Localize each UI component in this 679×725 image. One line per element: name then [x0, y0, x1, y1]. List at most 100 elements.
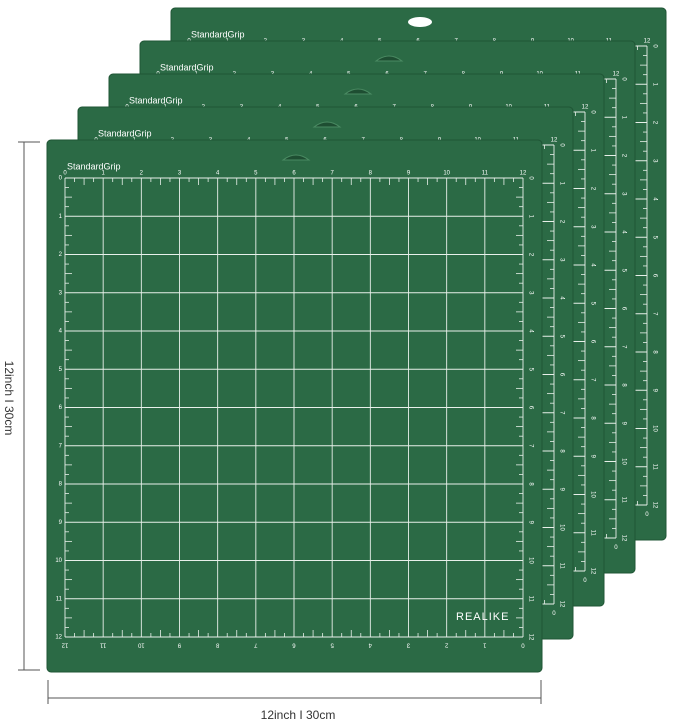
ruler-number-left: 10: [55, 558, 62, 564]
ruler-number-right: 4: [589, 263, 595, 267]
hanging-slot: [374, 55, 404, 62]
ruler-number-top: 12: [644, 39, 651, 45]
ruler-number-right: 2: [589, 187, 595, 191]
mat-label: StandardGrip: [98, 128, 152, 138]
ruler-number-top: 12: [613, 72, 620, 78]
ruler-number-top: 0: [63, 171, 67, 177]
ruler-number-right: 6: [651, 274, 657, 278]
ruler-number-right: 9: [620, 422, 626, 426]
hanging-slot: [281, 154, 311, 161]
width-label: 12inch I 30cm: [261, 708, 336, 722]
ruler-number-right: 11: [558, 563, 564, 570]
ruler-number-right: 12: [527, 634, 533, 641]
ruler-number-bottom: 1: [483, 641, 487, 647]
ruler-number-bottom: 8: [215, 641, 219, 647]
ruler-number-left: 3: [59, 290, 63, 296]
ruler-number-left: 2: [59, 252, 63, 258]
ruler-number-right: 0: [527, 176, 533, 180]
ruler-number-right: 5: [558, 335, 564, 339]
ruler-number-right: 1: [620, 116, 626, 120]
ruler-number-right: 10: [589, 491, 595, 498]
ruler-number-right: 11: [527, 596, 533, 603]
ruler-number-right: 10: [527, 557, 533, 564]
ruler-number-right: 12: [651, 502, 657, 509]
ruler-number-right: 4: [527, 329, 533, 333]
ruler-number-left: 12: [55, 635, 62, 641]
hanging-slot: [343, 88, 373, 95]
ruler-number-right: 7: [620, 345, 626, 349]
ruler-number-right: 8: [589, 416, 595, 420]
ruler-number-top: 8: [369, 171, 373, 177]
ruler-number-right: 5: [527, 368, 533, 372]
ruler-number-right: 11: [620, 497, 626, 504]
ruler-number-right: 8: [558, 449, 564, 453]
ruler-number-bottom: 9: [177, 641, 181, 647]
ruler-number-top: 9: [407, 171, 411, 177]
ruler-number-top: 10: [443, 171, 450, 177]
ruler-number-left: 9: [59, 520, 63, 526]
ruler-number-right: 3: [651, 159, 657, 163]
cutting-mat: StandardGrip0012011111221023393448455756…: [46, 139, 543, 673]
ruler-number-right: 5: [620, 269, 626, 273]
ruler-number-right: 7: [651, 312, 657, 316]
ruler-number-right: 9: [651, 389, 657, 393]
ruler-number-top: 6: [292, 171, 296, 177]
ruler-number-left: 8: [59, 482, 63, 488]
ruler-number-left: 1: [59, 214, 63, 220]
ruler-number-top: 1: [101, 171, 105, 177]
ruler-number-right: 0: [620, 77, 626, 81]
ruler-number-right: 5: [651, 236, 657, 240]
ruler-number-right: 0: [589, 110, 595, 114]
ruler-number-right: 3: [527, 291, 533, 295]
mat-label: StandardGrip: [67, 161, 121, 171]
ruler-number-left: 7: [59, 443, 63, 449]
ruler-number-left: 5: [59, 367, 63, 373]
width-dimension: [47, 680, 542, 704]
ruler-number-right: 3: [558, 258, 564, 262]
ruler-number-right: 3: [620, 192, 626, 196]
ruler-number-right: 8: [527, 482, 533, 486]
ruler-number-left: 11: [56, 596, 63, 602]
hanging-slot: [312, 121, 342, 128]
ruler-number-right: 9: [589, 455, 595, 459]
ruler-number-bottom: 0: [552, 608, 556, 614]
ruler-number-bottom: 2: [444, 641, 448, 647]
ruler-number-left: 0: [59, 176, 63, 182]
ruler-number-right: 9: [527, 521, 533, 525]
ruler-number-right: 7: [589, 378, 595, 382]
ruler-number-right: 4: [558, 296, 564, 300]
ruler-number-bottom: 3: [406, 641, 410, 647]
ruler-number-bottom: 7: [254, 641, 258, 647]
ruler-number-right: 2: [620, 154, 626, 158]
mat-label: StandardGrip: [160, 62, 214, 72]
ruler-number-right: 11: [589, 530, 595, 537]
ruler-number-bottom: 10: [137, 641, 144, 647]
ruler-number-top: 3: [178, 171, 182, 177]
ruler-number-top: 12: [582, 105, 589, 111]
ruler-number-right: 7: [527, 444, 533, 448]
ruler-number-right: 1: [589, 149, 595, 153]
mat-label: StandardGrip: [129, 95, 183, 105]
ruler-number-right: 6: [589, 340, 595, 344]
ruler-number-bottom: 0: [583, 575, 587, 581]
ruler-number-right: 12: [558, 601, 564, 608]
ruler-number-right: 0: [558, 143, 564, 147]
ruler-number-top: 4: [216, 171, 220, 177]
ruler-number-right: 6: [527, 406, 533, 410]
ruler-number-right: 1: [527, 215, 533, 219]
ruler-number-bottom: 11: [99, 641, 106, 647]
ruler-number-right: 4: [620, 230, 626, 234]
ruler-number-right: 10: [620, 458, 626, 465]
ruler-number-right: 2: [651, 121, 657, 125]
ruler-number-right: 3: [589, 225, 595, 229]
ruler-number-left: 6: [59, 405, 63, 411]
ruler-number-bottom: 4: [368, 641, 372, 647]
ruler-number-bottom: 0: [614, 542, 618, 548]
mat-stack: StandardGrip0012011111221023393448455756…: [46, 7, 667, 673]
ruler-number-bottom: 5: [330, 641, 334, 647]
ruler-number-bottom: 12: [61, 641, 68, 647]
ruler-number-right: 6: [558, 373, 564, 377]
ruler-number-right: 12: [620, 535, 626, 542]
ruler-number-right: 2: [558, 220, 564, 224]
